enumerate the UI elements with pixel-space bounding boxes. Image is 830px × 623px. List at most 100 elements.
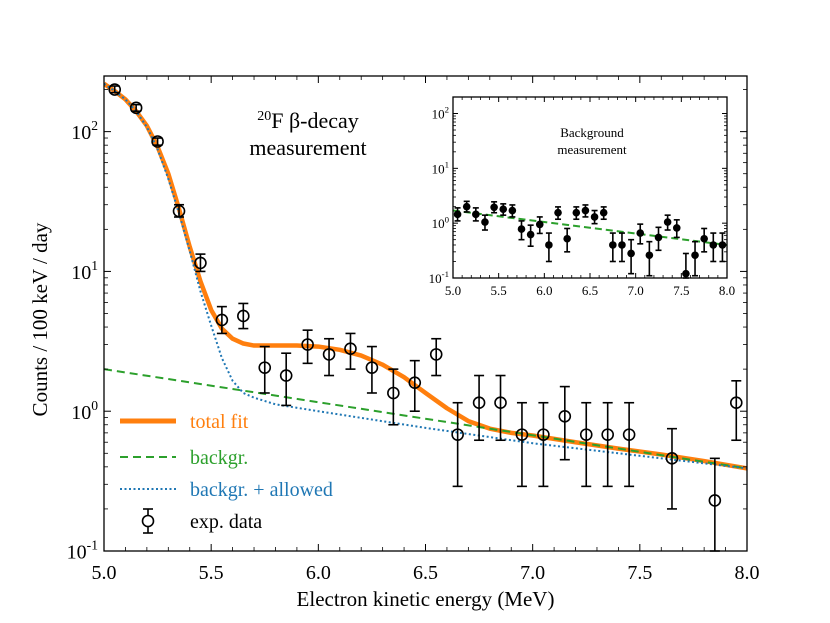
main-data-point bbox=[194, 253, 207, 273]
data-marker bbox=[472, 210, 480, 219]
y-tick-exponent: 2 bbox=[91, 118, 98, 133]
x-tick-label: 8.0 bbox=[735, 562, 760, 584]
y-axis-label: Counts / 100 keV / day bbox=[28, 222, 52, 416]
y-tick-label: 101 bbox=[432, 159, 449, 176]
inset-data-point bbox=[645, 240, 654, 277]
main-data-point bbox=[429, 337, 443, 377]
data-marker bbox=[708, 494, 722, 507]
data-marker bbox=[344, 342, 357, 356]
data-marker bbox=[481, 218, 489, 226]
y-tick-exponent: 0 bbox=[91, 398, 98, 413]
data-marker bbox=[579, 428, 593, 441]
inset-data-point bbox=[636, 223, 645, 245]
legend-data-marker bbox=[141, 514, 155, 528]
y-tick-label: 10-1 bbox=[67, 538, 98, 564]
data-marker bbox=[451, 428, 464, 441]
x-tick-label: 8.0 bbox=[719, 283, 735, 298]
data-marker bbox=[672, 224, 681, 232]
main-data-point bbox=[279, 352, 293, 407]
legend-item: backgr. bbox=[120, 447, 248, 469]
main-data-point bbox=[322, 337, 336, 377]
main-data-point bbox=[151, 135, 164, 148]
y-tick-exponent: -1 bbox=[87, 538, 98, 553]
data-marker bbox=[590, 213, 599, 221]
inset-data-point bbox=[508, 204, 517, 218]
data-marker bbox=[700, 234, 708, 243]
main-data-point bbox=[451, 401, 464, 488]
main-data-point bbox=[472, 374, 486, 442]
legend-item: exp. data bbox=[141, 508, 262, 534]
main-data-point bbox=[494, 374, 507, 442]
background-line bbox=[104, 368, 747, 470]
data-marker bbox=[729, 396, 743, 410]
inset-data-points bbox=[453, 200, 727, 279]
x-axis-label: Electron kinetic energy (MeV) bbox=[297, 587, 555, 611]
data-marker bbox=[365, 361, 379, 374]
y-tick-label: 10-1 bbox=[429, 269, 449, 286]
data-marker bbox=[408, 376, 422, 389]
inset-data-point bbox=[709, 232, 718, 263]
data-marker bbox=[490, 203, 498, 212]
data-marker bbox=[636, 229, 645, 237]
x-tick-label: 5.5 bbox=[491, 283, 507, 298]
data-marker bbox=[618, 241, 626, 249]
inset-data-point bbox=[581, 204, 590, 218]
main-data-point bbox=[258, 345, 272, 394]
data-marker bbox=[709, 241, 718, 249]
data-marker bbox=[508, 206, 517, 215]
data-marker bbox=[151, 135, 164, 148]
y-tick-label: 100 bbox=[71, 398, 98, 424]
data-marker bbox=[215, 313, 229, 327]
inset-title-line1: Background bbox=[560, 125, 624, 140]
data-marker bbox=[526, 230, 535, 239]
data-marker bbox=[322, 348, 336, 361]
annotation-line1: F β-decay bbox=[271, 108, 359, 133]
main-data-point bbox=[237, 302, 250, 330]
inset-data-point bbox=[672, 219, 681, 239]
data-marker bbox=[172, 204, 186, 218]
inset-data-point bbox=[517, 220, 526, 241]
legend-label: total fit bbox=[190, 411, 249, 433]
data-marker bbox=[499, 205, 508, 213]
inset-data-point bbox=[481, 214, 489, 231]
main-data-point bbox=[301, 329, 314, 365]
inset-data-point bbox=[499, 203, 508, 216]
legend-item: backgr. + allowed bbox=[120, 479, 333, 501]
data-marker bbox=[462, 202, 471, 211]
y-tick-exponent: 2 bbox=[445, 105, 449, 115]
inset-background bbox=[453, 97, 727, 278]
legend-label: backgr. + allowed bbox=[190, 479, 333, 501]
x-tick-label: 7.0 bbox=[520, 562, 545, 584]
data-marker bbox=[515, 428, 529, 441]
data-marker bbox=[563, 234, 571, 243]
legend-label: backgr. bbox=[190, 447, 248, 469]
y-tick-label: 102 bbox=[432, 105, 449, 122]
main-data-point bbox=[129, 101, 143, 115]
data-marker bbox=[654, 233, 663, 242]
y-tick-base: 10 bbox=[71, 262, 91, 284]
data-marker bbox=[387, 386, 400, 400]
data-marker bbox=[581, 206, 590, 215]
main-data-point bbox=[558, 385, 572, 461]
y-tick-label: 102 bbox=[71, 118, 98, 144]
inset-data-point bbox=[563, 227, 571, 253]
y-tick-base: 10 bbox=[432, 161, 445, 176]
data-marker bbox=[429, 348, 443, 361]
y-tick-exponent: 1 bbox=[445, 159, 449, 169]
main-data-point bbox=[729, 380, 743, 442]
inset-data-point bbox=[599, 206, 608, 221]
data-marker bbox=[237, 309, 250, 323]
main-data-point bbox=[665, 427, 679, 510]
data-marker bbox=[494, 396, 507, 410]
data-marker bbox=[665, 452, 679, 465]
main-data-point bbox=[515, 401, 529, 488]
data-marker bbox=[453, 210, 462, 219]
main-data-point bbox=[537, 401, 550, 488]
main-data-point bbox=[344, 332, 357, 370]
data-marker bbox=[279, 369, 293, 382]
inset-data-point bbox=[554, 206, 562, 221]
main-data-point bbox=[601, 401, 614, 488]
inset-data-point bbox=[691, 240, 699, 277]
